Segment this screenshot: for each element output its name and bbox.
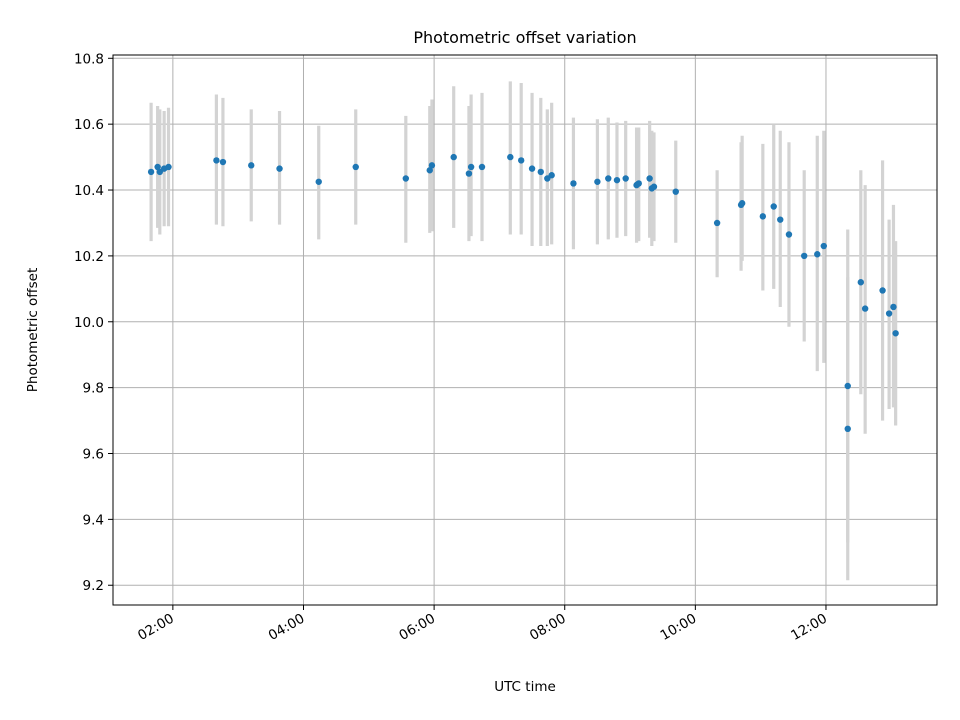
data-point: [352, 163, 359, 171]
data-point: [276, 165, 283, 172]
data-point: [844, 382, 851, 390]
data-point: [147, 168, 155, 176]
data-point: [544, 175, 551, 182]
data-point: [428, 162, 436, 169]
data-point: [570, 180, 577, 187]
data-points: [147, 153, 899, 433]
data-point: [844, 425, 851, 433]
y-axis-ticks: 9.2 9.4 9.6 9.8 10.0 10.2 10.4 10.6 10.8: [74, 51, 113, 594]
data-point: [213, 157, 220, 164]
data-point: [890, 303, 897, 311]
data-point: [801, 252, 808, 260]
data-point: [156, 168, 164, 176]
x-axis-ticks: 02:00 04:00 06:00 08:00 10:00 12:00: [135, 605, 830, 644]
data-point: [426, 167, 433, 174]
y-tick-label: 10.0: [74, 315, 104, 331]
data-point: [857, 279, 865, 286]
x-tick-label: 12:00: [788, 611, 830, 644]
data-point: [713, 219, 721, 227]
data-point: [820, 242, 827, 250]
data-point: [450, 153, 457, 161]
data-point: [759, 213, 767, 220]
data-point: [528, 165, 536, 172]
data-point: [650, 183, 658, 190]
data-point: [672, 188, 679, 195]
data-point: [770, 203, 777, 210]
y-tick-label: 10.8: [74, 51, 104, 67]
data-point: [785, 231, 793, 238]
y-tick-label: 10.4: [74, 183, 104, 199]
data-point: [892, 330, 899, 337]
x-tick-label: 10:00: [658, 611, 700, 644]
data-point: [777, 216, 784, 223]
y-axis-label: Photometric offset: [25, 268, 41, 392]
x-tick-label: 04:00: [266, 611, 308, 644]
data-point: [885, 310, 893, 317]
data-point: [594, 178, 601, 185]
data-point: [537, 168, 544, 176]
y-tick-label: 9.4: [83, 512, 104, 528]
y-tick-label: 9.6: [83, 447, 104, 463]
data-point: [622, 175, 629, 182]
data-point: [219, 158, 227, 166]
data-point: [315, 178, 322, 185]
grid-lines: [113, 55, 937, 605]
data-point: [879, 287, 886, 294]
y-tick-label: 10.2: [74, 249, 104, 265]
data-point: [635, 180, 642, 187]
y-tick-label: 9.2: [83, 578, 104, 594]
data-point: [248, 162, 255, 169]
data-point: [814, 251, 821, 258]
data-point: [465, 170, 473, 177]
data-point: [517, 157, 525, 164]
data-point: [613, 176, 621, 184]
data-point: [165, 163, 172, 171]
data-point: [402, 175, 410, 182]
chart-title: Photometric offset variation: [413, 28, 636, 47]
y-tick-label: 10.6: [74, 117, 104, 133]
x-tick-label: 02:00: [135, 611, 177, 644]
data-point: [507, 153, 514, 161]
data-point: [646, 175, 653, 182]
x-tick-label: 08:00: [527, 611, 569, 644]
data-point: [478, 163, 486, 171]
x-tick-label: 06:00: [396, 611, 438, 644]
error-bars: [149, 81, 898, 581]
data-point: [861, 305, 869, 312]
y-tick-label: 9.8: [83, 381, 104, 397]
x-axis-label: UTC time: [494, 679, 556, 695]
data-point: [467, 163, 475, 171]
data-point: [738, 200, 746, 207]
plot-frame: [112, 54, 938, 606]
data-point: [154, 163, 161, 171]
data-point: [548, 172, 555, 179]
data-point: [605, 175, 612, 182]
